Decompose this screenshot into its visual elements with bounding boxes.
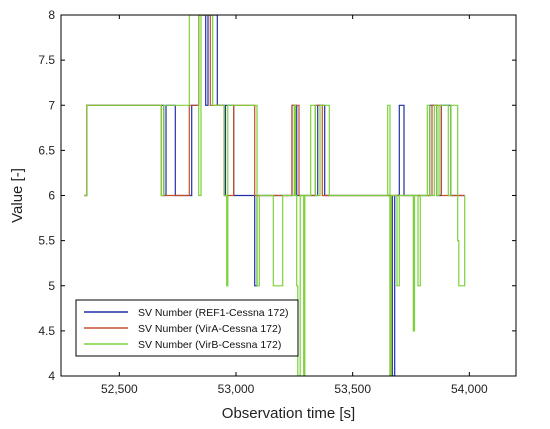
legend-label: SV Number (VirA-Cessna 172) <box>138 323 281 335</box>
series-layer <box>84 15 466 376</box>
x-tick-label: 53,500 <box>334 382 371 396</box>
x-tick-label: 53,000 <box>218 382 255 396</box>
y-tick-label: 7.5 <box>38 53 55 67</box>
legend-label: SV Number (VirB-Cessna 172) <box>138 339 281 351</box>
y-tick-label: 4.5 <box>38 324 55 338</box>
y-tick-label: 7 <box>48 98 55 112</box>
y-axis-label: Value [-] <box>9 168 26 223</box>
legend-label: SV Number (REF1-Cessna 172) <box>138 307 289 319</box>
y-tick-label: 6 <box>48 189 55 203</box>
x-tick-label: 54,000 <box>451 382 488 396</box>
ticks-layer: 52,500 53,000 53,500 54,000 4 4.5 5 5.5 6 6.5 7 7.5… <box>38 8 516 396</box>
y-tick-label: 5.5 <box>38 234 55 248</box>
y-tick-label: 5 <box>48 279 55 293</box>
y-tick-label: 6.5 <box>38 143 55 157</box>
x-axis-label: Observation time [s] <box>222 405 355 422</box>
y-tick-label: 8 <box>48 8 55 22</box>
legend: SV Number (REF1-Cessna 172) SV Number (Vi… <box>75 299 299 357</box>
y-tick-label: 4 <box>48 369 55 383</box>
x-tick-label: 52,500 <box>101 382 138 396</box>
series-line-2 <box>84 15 466 376</box>
